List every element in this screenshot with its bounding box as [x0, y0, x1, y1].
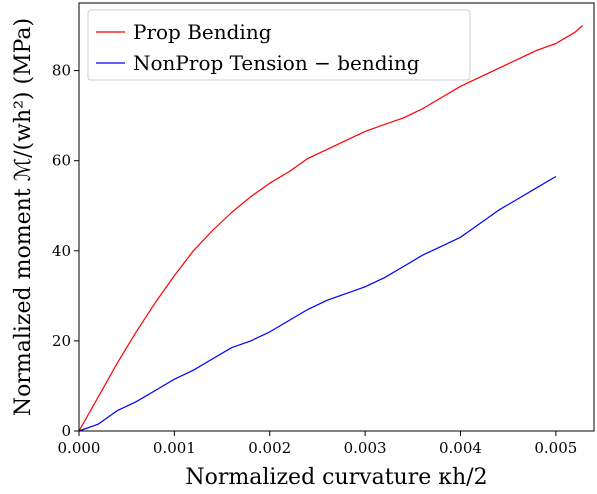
y-tick-label: 20 — [52, 332, 71, 350]
x-tick-label: 0.002 — [248, 439, 291, 457]
x-tick-label: 0.003 — [344, 439, 387, 457]
series-line-1 — [78, 175, 557, 432]
legend: Prop Bending NonProp Tension − bending — [87, 9, 471, 81]
y-axis-ticks: 0 20 40 60 80 — [52, 62, 79, 440]
axes-frame — [78, 2, 595, 432]
plot-lines — [78, 25, 583, 432]
y-tick-label: 40 — [52, 242, 71, 260]
x-axis-label: Normalized curvature κh/2 — [185, 465, 487, 490]
legend-label-prop-bending: Prop Bending — [133, 20, 272, 44]
x-tick-label: 0.004 — [439, 439, 482, 457]
y-tick-label: 0 — [61, 422, 71, 440]
x-axis-ticks: 0.000 0.001 0.002 0.003 0.004 0.005 — [58, 431, 577, 457]
x-tick-label: 0.001 — [153, 439, 196, 457]
series-line-0 — [78, 25, 583, 432]
legend-box — [87, 9, 471, 81]
y-axis-label: Normalized moment ℳ/(wh²) (MPa) — [11, 18, 36, 416]
x-tick-label: 0.000 — [58, 439, 101, 457]
x-tick-label: 0.005 — [534, 439, 577, 457]
y-tick-label: 80 — [52, 62, 71, 80]
legend-label-nonprop-tension-bending: NonProp Tension − bending — [133, 51, 420, 75]
y-tick-label: 60 — [52, 152, 71, 170]
